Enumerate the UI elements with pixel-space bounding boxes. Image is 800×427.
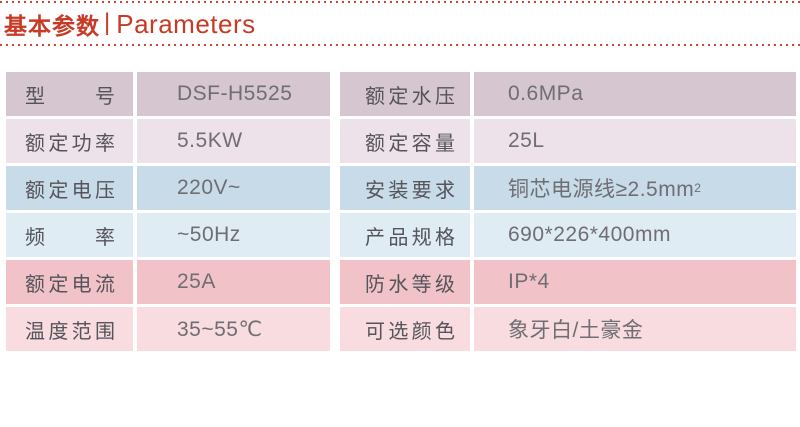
spec-value-rated-voltage: 220V~	[137, 166, 330, 210]
spec-label-rated-power: 额定功率	[6, 119, 133, 163]
spec-label-installation-requirement: 安装要求	[340, 166, 470, 210]
spec-value-waterproof-rating: IP*4	[474, 260, 796, 304]
title-chinese: 基本参数	[4, 13, 100, 39]
spec-label-waterproof-rating: 防水等级	[340, 260, 470, 304]
spec-label-rated-water-pressure: 额定水压	[340, 72, 470, 116]
spec-value-available-colors: 象牙白/土豪金	[474, 307, 796, 351]
spec-label-available-colors: 可选颜色	[340, 307, 470, 351]
spec-label-frequency: 频率	[6, 213, 133, 257]
spec-label-rated-capacity: 额定容量	[340, 119, 470, 163]
spec-value-model: DSF-H5525	[137, 72, 330, 116]
spec-label-rated-voltage: 额定电压	[6, 166, 133, 210]
table-row: 额定功率 5.5KW 额定容量 25L	[6, 119, 796, 163]
header-dotted-divider	[0, 44, 800, 46]
spec-table: 型号 DSF-H5525 额定水压 0.6MPa 额定功率 5.5KW 额定容量…	[6, 72, 796, 354]
spec-label-temperature-range: 温度范围	[6, 307, 133, 351]
spec-value-rated-power: 5.5KW	[137, 119, 330, 163]
table-row: 频率 ~50Hz 产品规格 690*226*400mm	[6, 213, 796, 257]
title-separator-bar: |	[104, 9, 111, 36]
spec-label-rated-current: 额定电流	[6, 260, 133, 304]
spec-value-rated-current: 25A	[137, 260, 330, 304]
spec-value-product-dimensions: 690*226*400mm	[474, 213, 796, 257]
spec-label-model: 型号	[6, 72, 133, 116]
spec-label-product-dimensions: 产品规格	[340, 213, 470, 257]
table-row: 型号 DSF-H5525 额定水压 0.6MPa	[6, 72, 796, 116]
page-title: 基本参数 | Parameters	[4, 7, 256, 41]
table-row: 温度范围 35~55℃ 可选颜色 象牙白/土豪金	[6, 307, 796, 351]
spec-value-rated-capacity: 25L	[474, 119, 796, 163]
table-row: 额定电压 220V~ 安装要求 铜芯电源线≥2.5mm 2	[6, 166, 796, 210]
spec-value-frequency: ~50Hz	[137, 213, 330, 257]
spec-value-temperature-range: 35~55℃	[137, 307, 330, 351]
top-dotted-divider	[0, 1, 800, 3]
table-row: 额定电流 25A 防水等级 IP*4	[6, 260, 796, 304]
title-english: Parameters	[116, 8, 256, 39]
spec-value-rated-water-pressure: 0.6MPa	[474, 72, 796, 116]
spec-value-installation-requirement: 铜芯电源线≥2.5mm 2	[474, 166, 796, 210]
